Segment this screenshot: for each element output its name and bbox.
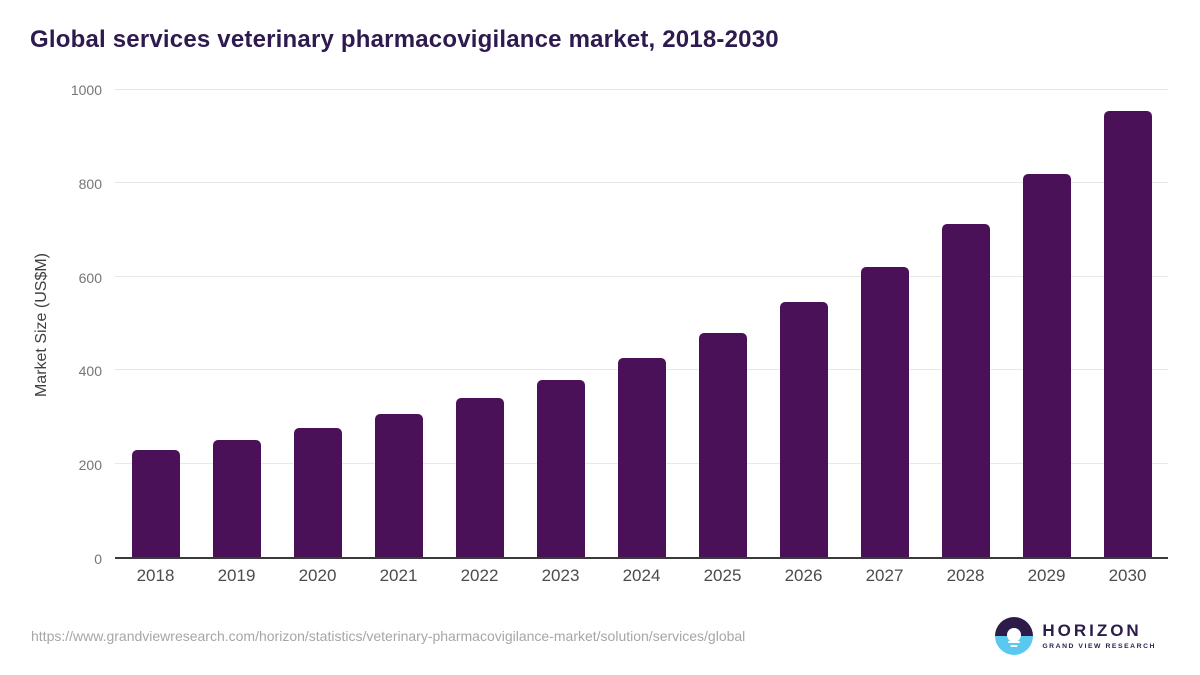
x-tick-label-2030: 2030 [1108, 566, 1147, 585]
x-tick-label-2023: 2023 [541, 566, 580, 585]
sun-shape [1007, 628, 1022, 642]
x-tick-label-2022: 2022 [460, 566, 499, 585]
bar-2022 [455, 397, 504, 557]
x-tick-label-2024: 2024 [622, 566, 661, 585]
bar-2026 [779, 302, 828, 557]
bar-2023 [536, 379, 585, 557]
x-tick-label-2021: 2021 [379, 566, 418, 585]
gridline-800 [115, 182, 1168, 184]
bar-2021 [374, 413, 423, 557]
bar-2027 [860, 267, 909, 557]
horizon-logo-text: HORIZON GRAND VIEW RESEARCH [1042, 621, 1156, 650]
bar-2020 [293, 428, 342, 557]
chart-title: Global services veterinary pharmacovigil… [30, 26, 779, 53]
y-tick-label-200: 200 [78, 457, 102, 474]
gridline-1000 [115, 89, 1168, 90]
sun-reflection-line [1008, 640, 1021, 643]
x-tick-label-2025: 2025 [703, 566, 742, 585]
bar-2024 [617, 357, 666, 557]
x-tick-label-2018: 2018 [136, 566, 175, 585]
bar-2028 [941, 224, 990, 557]
bar-2025 [698, 332, 747, 557]
x-tick-label-2027: 2027 [865, 566, 904, 585]
sun-reflection-line [1010, 644, 1018, 647]
x-tick-label-2028: 2028 [946, 566, 985, 585]
bar-2029 [1022, 174, 1071, 557]
gridline-600 [115, 275, 1168, 277]
y-tick-label-400: 400 [78, 363, 102, 380]
x-tick-label-2026: 2026 [784, 566, 823, 585]
y-tick-label-800: 800 [78, 175, 102, 192]
horizon-logo-name: HORIZON [1042, 621, 1142, 641]
y-axis: 0 200 400 600 800 1000 [0, 82, 102, 567]
bar-2019 [212, 440, 261, 557]
y-tick-label-0: 0 [94, 551, 102, 567]
sun-over-horizon-icon [995, 617, 1034, 655]
bar-2030 [1103, 111, 1152, 557]
bar-2018 [131, 449, 180, 557]
source-url: https://www.grandviewresearch.com/horizo… [31, 628, 746, 644]
x-tick-label-2020: 2020 [298, 566, 337, 585]
horizon-logo: HORIZON GRAND VIEW RESEARCH [995, 617, 1156, 655]
plot-area [115, 89, 1168, 559]
x-axis: 2018 2019 2020 2021 2022 2023 2024 2025 2026 2027… [115, 566, 1168, 590]
horizon-logo-subtitle: GRAND VIEW RESEARCH [1042, 642, 1156, 650]
y-tick-label-600: 600 [78, 269, 102, 286]
x-tick-label-2019: 2019 [217, 566, 256, 585]
y-tick-label-1000: 1000 [70, 82, 102, 98]
x-tick-label-2029: 2029 [1027, 566, 1066, 585]
